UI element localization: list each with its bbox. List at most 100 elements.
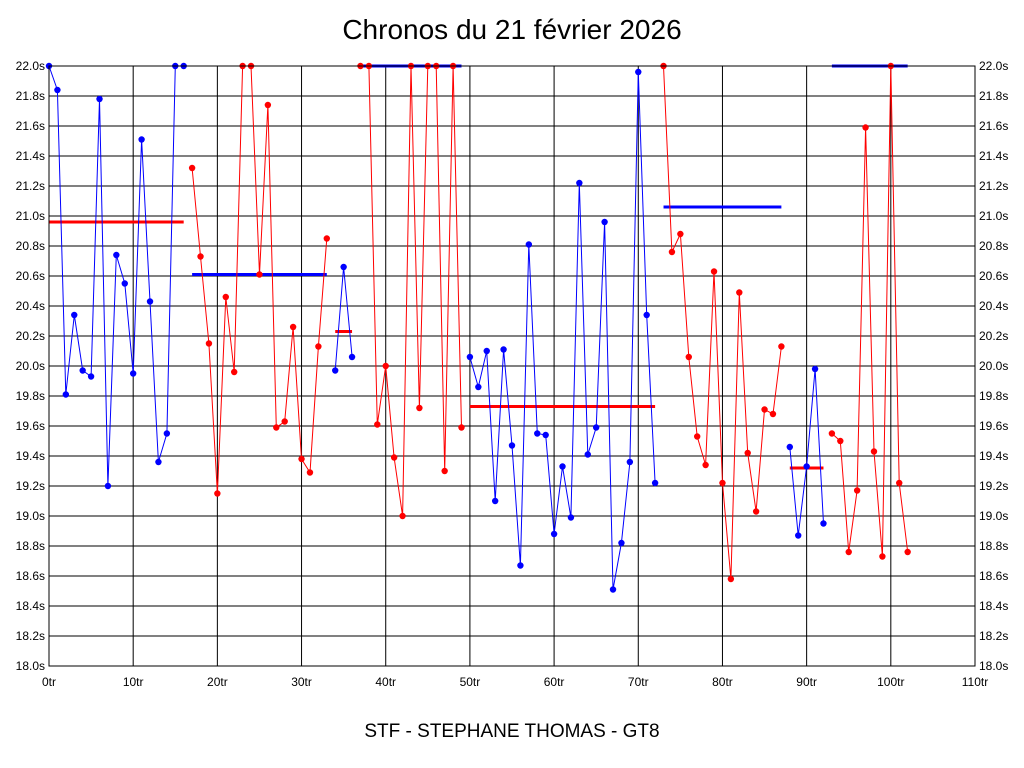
- y-tick-label-left: 19.4s: [16, 449, 45, 463]
- data-point: [382, 362, 389, 370]
- data-point: [769, 410, 777, 418]
- y-tick-label-left: 19.6s: [16, 419, 45, 433]
- data-point: [121, 280, 128, 287]
- data-point: [803, 463, 810, 470]
- data-point: [348, 353, 356, 361]
- data-point: [332, 367, 339, 374]
- y-tick-label-right: 18.0s: [979, 659, 1008, 673]
- y-tick-label-right: 20.6s: [979, 269, 1008, 283]
- data-point: [879, 553, 886, 560]
- data-point: [567, 514, 575, 521]
- data-point: [786, 443, 793, 451]
- x-tick-label: 0tr: [42, 675, 56, 689]
- data-point: [508, 442, 516, 449]
- data-point: [795, 532, 802, 539]
- data-point: [500, 346, 507, 353]
- data-point: [146, 298, 154, 305]
- x-tick-label: 100tr: [877, 675, 904, 689]
- x-tick-label: 50tr: [460, 675, 481, 689]
- data-point: [559, 463, 566, 470]
- y-tick-label-right: 21.2s: [979, 179, 1008, 193]
- data-point: [256, 271, 263, 278]
- y-tick-label-right: 22.0s: [979, 59, 1008, 73]
- data-point: [837, 437, 844, 445]
- data-point: [752, 508, 760, 515]
- data-point: [517, 562, 524, 569]
- x-tick-label: 80tr: [712, 675, 733, 689]
- data-point: [626, 458, 634, 466]
- data-point: [390, 454, 398, 461]
- y-tick-label-right: 19.4s: [979, 449, 1008, 463]
- y-tick-label-right: 21.6s: [979, 119, 1008, 133]
- data-point: [525, 241, 533, 248]
- series-line: [469, 71, 656, 590]
- y-tick-label-left: 22.0s: [16, 59, 45, 73]
- data-point: [138, 136, 145, 143]
- data-point: [298, 455, 305, 463]
- data-point: [592, 424, 600, 431]
- y-tick-label-left: 20.8s: [16, 239, 45, 253]
- y-tick-label-left: 19.8s: [16, 389, 45, 403]
- data-point: [231, 368, 238, 376]
- data-point: [79, 367, 86, 374]
- data-point: [727, 575, 735, 583]
- chart-title: Chronos du 21 février 2026: [342, 14, 682, 45]
- data-point: [416, 404, 423, 412]
- data-point: [584, 451, 591, 458]
- y-tick-label-right: 20.8s: [979, 239, 1008, 253]
- y-tick-label-right: 18.2s: [979, 629, 1008, 643]
- data-point: [828, 430, 836, 437]
- data-point: [576, 179, 583, 187]
- data-point: [853, 487, 861, 494]
- data-point: [96, 95, 103, 103]
- data-point: [62, 391, 70, 398]
- x-tick-label: 60tr: [544, 675, 565, 689]
- y-tick-label-left: 21.6s: [16, 119, 45, 133]
- y-tick-label-left: 20.6s: [16, 269, 45, 283]
- data-point: [896, 479, 903, 487]
- x-tick-label: 20tr: [207, 675, 228, 689]
- data-point: [534, 430, 541, 437]
- data-point: [289, 323, 297, 331]
- y-tick-label-left: 19.0s: [16, 509, 45, 523]
- data-point: [458, 424, 465, 431]
- data-point: [904, 548, 911, 556]
- data-point: [273, 424, 280, 431]
- y-tick-label-left: 21.2s: [16, 179, 45, 193]
- y-tick-label-right: 18.8s: [979, 539, 1008, 553]
- y-tick-label-left: 18.8s: [16, 539, 45, 553]
- y-tick-label-right: 18.4s: [979, 599, 1008, 613]
- x-tick-label: 70tr: [628, 675, 649, 689]
- data-point: [845, 548, 852, 556]
- data-point: [694, 433, 701, 440]
- x-tick-label: 30tr: [291, 675, 312, 689]
- series-line: [831, 65, 909, 557]
- data-point: [197, 253, 204, 260]
- y-tick-label-left: 21.8s: [16, 89, 45, 103]
- y-tick-label-left: 18.4s: [16, 599, 45, 613]
- data-point: [862, 124, 869, 131]
- data-point: [736, 289, 743, 296]
- series-line: [334, 266, 353, 371]
- data-point: [113, 251, 120, 259]
- y-tick-label-left: 20.2s: [16, 329, 45, 343]
- data-point: [483, 347, 490, 355]
- x-tick-label: 110tr: [962, 675, 988, 689]
- data-point: [466, 353, 474, 361]
- data-point: [635, 68, 642, 76]
- data-point: [71, 311, 78, 319]
- data-point: [222, 293, 229, 301]
- data-point: [281, 418, 288, 425]
- y-tick-label-right: 18.6s: [979, 569, 1008, 583]
- data-point: [163, 430, 171, 437]
- data-point: [761, 406, 768, 413]
- data-point: [550, 530, 558, 538]
- y-tick-label-right: 20.4s: [979, 299, 1008, 313]
- data-point: [264, 101, 272, 109]
- x-tick-label: 10tr: [123, 675, 144, 689]
- data-point: [54, 86, 61, 94]
- data-point: [609, 586, 617, 593]
- data-point: [87, 373, 95, 380]
